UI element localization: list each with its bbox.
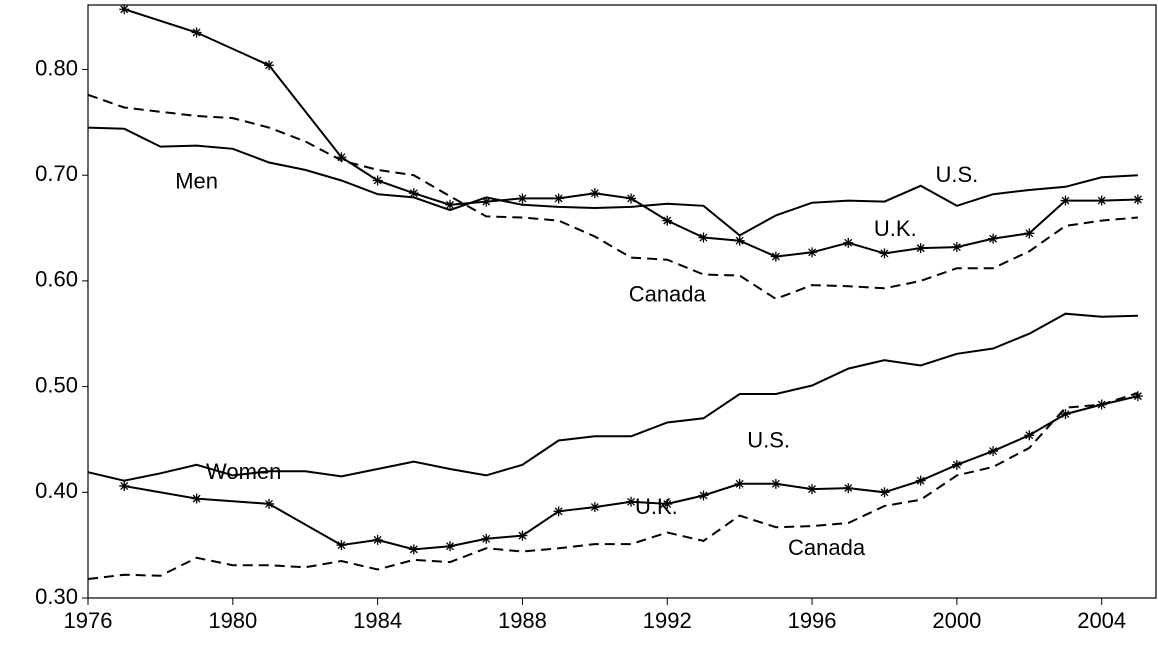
star-marker <box>445 199 456 210</box>
star-marker <box>481 533 492 544</box>
star-marker <box>336 540 347 551</box>
y-tick-label: 0.80 <box>35 55 78 80</box>
star-marker <box>553 506 564 517</box>
star-marker <box>1132 194 1143 205</box>
star-marker <box>191 493 202 504</box>
star-marker <box>915 475 926 486</box>
star-marker <box>951 242 962 253</box>
x-tick-label: 1976 <box>64 608 113 633</box>
annotation: U.K. <box>874 216 917 241</box>
star-marker <box>734 235 745 246</box>
star-marker <box>1060 195 1071 206</box>
annotation: Canada <box>629 281 707 306</box>
annotation: U.K. <box>635 494 678 519</box>
y-tick-label: 0.70 <box>35 161 78 186</box>
star-marker <box>951 459 962 470</box>
star-marker <box>879 248 890 259</box>
star-marker <box>264 60 275 71</box>
star-marker <box>807 484 818 495</box>
star-marker <box>770 251 781 262</box>
star-marker <box>807 247 818 258</box>
star-marker <box>770 478 781 489</box>
star-marker <box>372 175 383 186</box>
star-marker <box>553 193 564 204</box>
star-marker <box>445 541 456 552</box>
y-tick-label: 0.30 <box>35 584 78 609</box>
star-marker <box>626 193 637 204</box>
x-tick-label: 1996 <box>788 608 837 633</box>
star-marker <box>517 193 528 204</box>
star-marker <box>119 4 130 15</box>
star-marker <box>662 498 673 509</box>
star-marker <box>698 490 709 501</box>
star-marker <box>843 483 854 494</box>
x-tick-label: 1988 <box>498 608 547 633</box>
star-marker <box>1132 391 1143 402</box>
y-tick-label: 0.60 <box>35 267 78 292</box>
x-tick-label: 1980 <box>208 608 257 633</box>
star-marker <box>843 237 854 248</box>
star-marker <box>1096 399 1107 410</box>
annotation: Canada <box>788 535 866 560</box>
star-marker <box>915 243 926 254</box>
star-marker <box>589 188 600 199</box>
x-tick-label: 2004 <box>1077 608 1126 633</box>
series-line <box>123 8 1138 258</box>
x-tick-label: 2000 <box>932 608 981 633</box>
star-marker <box>1060 409 1071 420</box>
star-marker <box>408 188 419 199</box>
star-marker <box>481 196 492 207</box>
star-marker <box>734 478 745 489</box>
star-marker <box>1024 228 1035 239</box>
series-line <box>87 126 1138 237</box>
star-marker <box>191 27 202 38</box>
star-marker <box>626 496 637 507</box>
series-line <box>87 93 1138 301</box>
series-line <box>124 395 1139 551</box>
star-marker <box>517 530 528 541</box>
star-marker <box>879 487 890 498</box>
series-line <box>87 391 1139 580</box>
annotation: U.S. <box>935 162 978 187</box>
star-marker <box>264 498 275 509</box>
annotation: U.S. <box>747 427 790 452</box>
star-marker <box>662 215 673 226</box>
star-marker <box>372 534 383 545</box>
star-marker <box>1024 430 1035 441</box>
star-marker <box>408 544 419 555</box>
annotation: Men <box>175 168 218 193</box>
star-marker <box>1096 195 1107 206</box>
star-marker <box>988 233 999 244</box>
series-line <box>87 312 1138 482</box>
star-marker <box>988 446 999 457</box>
star-marker <box>698 232 709 243</box>
x-tick-label: 1984 <box>353 608 402 633</box>
star-marker <box>336 152 347 163</box>
star-marker <box>589 502 600 513</box>
x-tick-label: 1992 <box>643 608 692 633</box>
annotation: Women <box>206 459 281 484</box>
y-tick-label: 0.50 <box>35 372 78 397</box>
plot-frame <box>87 4 1157 599</box>
star-marker <box>119 480 130 491</box>
y-tick-label: 0.40 <box>35 478 78 503</box>
